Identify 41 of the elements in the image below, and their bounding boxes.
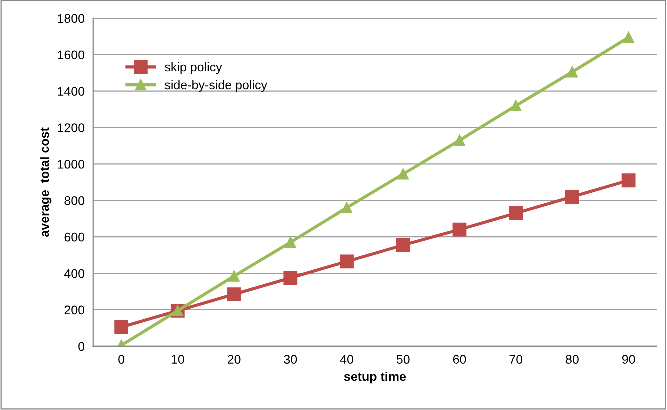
point	[285, 237, 296, 248]
legend-label: side-by-side policy	[165, 80, 268, 92]
x-tick-label: 50	[396, 355, 410, 364]
point	[396, 238, 410, 252]
x-tick-label: 0	[118, 355, 125, 364]
point	[622, 174, 636, 188]
y-tick-label: 1200	[58, 124, 85, 132]
x-tick-label: 40	[340, 355, 354, 364]
y-tick-label: 1000	[58, 160, 85, 169]
point	[623, 32, 634, 44]
point	[228, 270, 240, 282]
point	[227, 288, 242, 302]
y-axis-title: average total cost	[40, 128, 52, 237]
x-tick-label: 70	[510, 355, 523, 364]
point	[341, 202, 353, 214]
x-tick-label: 60	[453, 355, 466, 364]
y-tick-label: 800	[64, 196, 85, 206]
point	[566, 66, 578, 78]
y-tick-label: 200	[64, 306, 85, 315]
y-tick-label: 0	[78, 342, 85, 352]
y-tick-label: 1800	[58, 14, 85, 24]
point	[340, 254, 354, 269]
x-tick-label: 20	[228, 355, 241, 364]
x-tick-label: 30	[284, 355, 298, 364]
point	[114, 320, 129, 334]
y-tick-label: 1600	[58, 50, 85, 60]
point	[566, 190, 580, 204]
y-tick-label: 1400	[58, 87, 85, 96]
point	[398, 168, 409, 180]
legend-label: skip policy	[165, 62, 222, 74]
y-tick-label: 600	[64, 232, 85, 242]
x-tick-label: 10	[172, 355, 184, 364]
point	[284, 271, 298, 286]
point	[510, 100, 522, 112]
point	[509, 206, 524, 220]
x-axis-title: setup time	[344, 372, 406, 384]
point	[452, 222, 467, 237]
x-tick-label: 90	[622, 355, 636, 364]
y-tick-label: 400	[64, 269, 85, 278]
point	[454, 134, 466, 146]
x-tick-label: 80	[566, 355, 579, 364]
